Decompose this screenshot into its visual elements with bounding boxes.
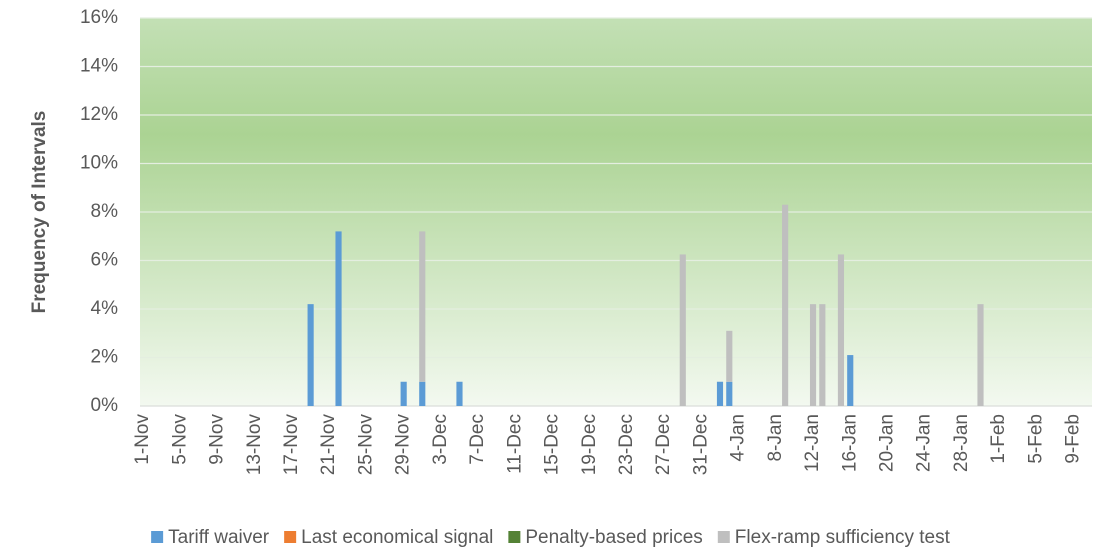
legend-swatch	[284, 531, 297, 543]
x-tick-label: 23-Dec	[616, 414, 637, 475]
bar-segment	[837, 254, 845, 406]
y-tick-label: 6%	[91, 250, 119, 271]
bar-segment	[400, 381, 407, 406]
bar-segment	[679, 254, 686, 406]
bar-segment	[847, 355, 854, 406]
legend-label: Penalty-based prices	[525, 527, 702, 548]
bar-segment	[419, 381, 426, 406]
x-tick-label: 20-Jan	[876, 414, 897, 472]
x-tick-label: 5-Nov	[169, 414, 190, 465]
legend-swatch	[508, 531, 521, 543]
y-tick-label: 16%	[80, 7, 118, 28]
bar-segment	[809, 304, 817, 406]
x-tick-label: 29-Nov	[393, 414, 414, 476]
legend-label: Last economical signal	[301, 527, 493, 548]
x-tick-label: 31-Dec	[690, 414, 711, 475]
y-tick-label: 10%	[80, 153, 118, 174]
bar-segment	[307, 304, 314, 406]
x-tick-label: 8-Jan	[765, 414, 786, 462]
x-tick-label: 21-Nov	[318, 414, 339, 476]
x-tick-label: 25-Nov	[355, 414, 376, 476]
x-tick-label: 13-Nov	[244, 414, 265, 476]
x-tick-label: 17-Nov	[281, 414, 302, 476]
y-tick-label: 0%	[91, 395, 119, 416]
x-tick-label: 1-Nov	[132, 414, 153, 465]
bar-segment	[726, 330, 733, 382]
x-tick-label: 9-Nov	[207, 414, 228, 465]
y-axis-title: Frequency of Intervals	[29, 111, 50, 314]
x-tick-label: 19-Dec	[579, 414, 600, 475]
x-tick-label: 24-Jan	[914, 414, 935, 472]
bar-segment	[977, 304, 984, 406]
x-tick-label: 1-Feb	[988, 414, 1009, 464]
x-tick-label: 7-Dec	[467, 414, 488, 465]
y-tick-label: 12%	[80, 104, 118, 125]
x-tick-label: 15-Dec	[542, 414, 563, 475]
bar-segment	[335, 231, 342, 406]
y-tick-label: 14%	[80, 56, 118, 77]
x-tick-label: 4-Jan	[728, 414, 749, 462]
bar-segment	[819, 304, 826, 406]
legend-label: Tariff waiver	[168, 527, 270, 548]
legend-swatch	[717, 531, 730, 543]
bar-segment	[716, 381, 724, 406]
bar-segment	[456, 381, 463, 406]
bar-segment	[782, 204, 789, 406]
x-tick-label: 27-Dec	[653, 414, 674, 475]
x-tick-label: 28-Jan	[951, 414, 972, 472]
x-tick-label: 16-Jan	[839, 414, 860, 472]
y-tick-label: 8%	[91, 201, 119, 222]
bar-segment	[726, 381, 733, 406]
x-tick-label: 9-Feb	[1063, 414, 1084, 464]
x-tick-label: 5-Feb	[1025, 414, 1046, 464]
x-tick-label: 11-Dec	[504, 414, 525, 474]
y-tick-label: 2%	[91, 347, 119, 368]
legend-label: Flex-ramp sufficiency test	[735, 527, 951, 548]
bar-segment	[419, 231, 426, 382]
x-tick-label: 3-Dec	[430, 414, 451, 465]
y-tick-label: 4%	[91, 298, 119, 319]
x-tick-label: 12-Jan	[802, 414, 823, 472]
legend-swatch	[151, 531, 164, 543]
